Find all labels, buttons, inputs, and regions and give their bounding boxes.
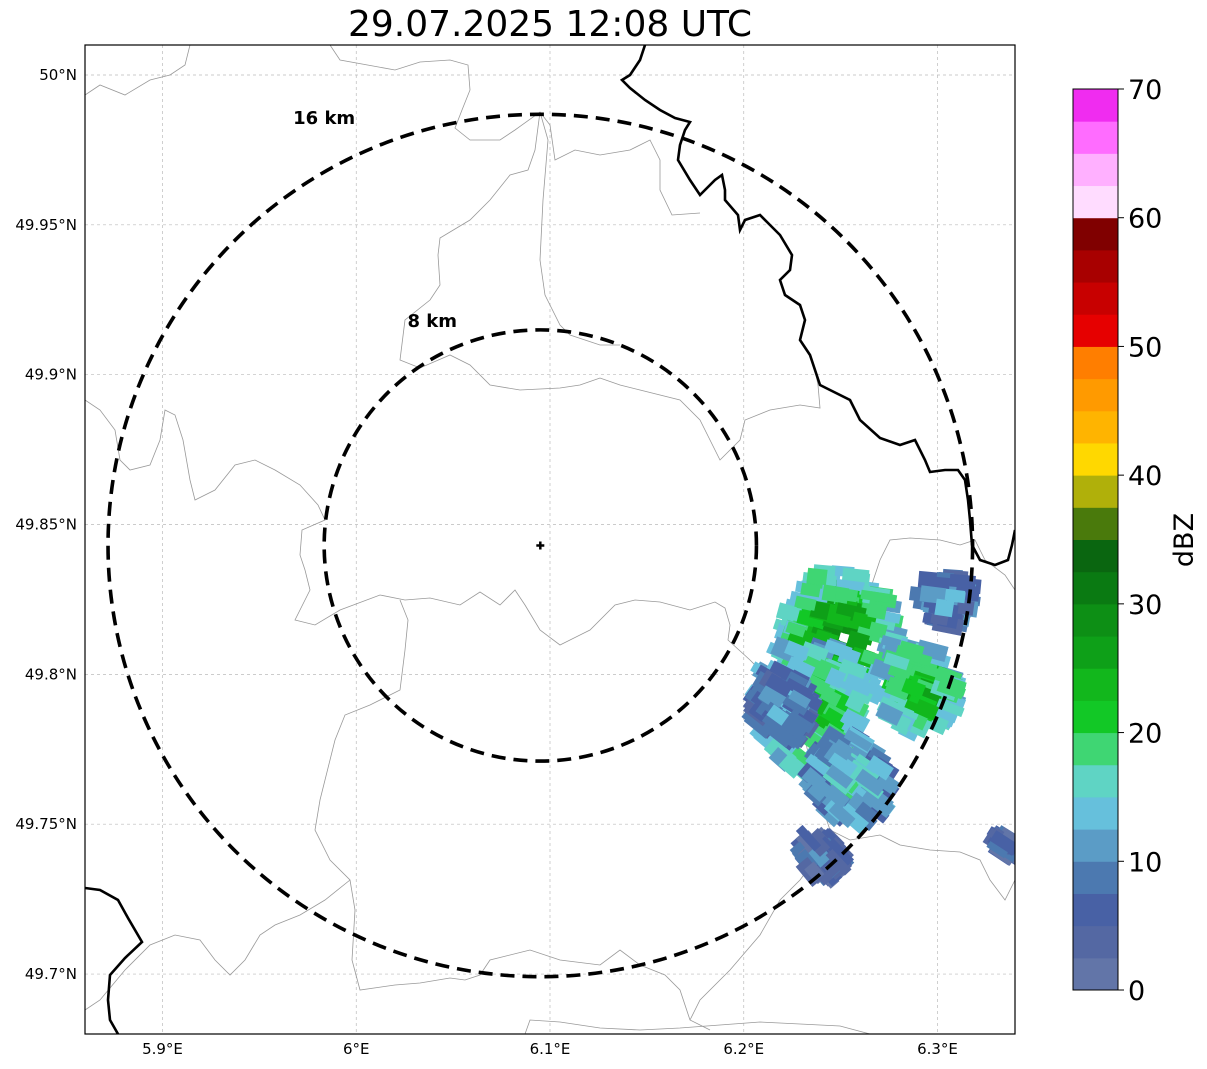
echo-bin: [801, 655, 833, 681]
range-rings: 8 km 16 km: [106, 108, 975, 979]
echo-bin: [825, 838, 855, 867]
echo-bin: [838, 706, 871, 734]
echo-bin: [823, 639, 853, 660]
echo-bin: [883, 652, 910, 671]
echo-bin: [989, 830, 1015, 856]
echo-bin: [901, 678, 926, 699]
lon-tick-label: 6.3°E: [917, 1040, 958, 1058]
municipal-boundary: [85, 399, 751, 661]
range-ring-label: 16 km: [293, 108, 355, 129]
echo-bin: [825, 848, 852, 876]
national-border: [619, 45, 1015, 567]
national-border: [85, 886, 144, 1034]
echo-bin: [831, 738, 855, 761]
echo-bin: [765, 672, 794, 698]
lon-tick-label: 6.2°E: [723, 1040, 764, 1058]
echo-bin: [784, 640, 810, 662]
lat-tick-label: 49.8°N: [25, 665, 77, 683]
echo-bin: [795, 824, 822, 852]
echo-bin: [867, 603, 888, 620]
echo-bin: [824, 667, 847, 689]
echo-bin: [766, 704, 790, 726]
echo-bin: [949, 573, 976, 589]
plot-frame: [84, 44, 1016, 1035]
echo-bin: [875, 771, 901, 796]
echo-bin: [896, 640, 925, 664]
echo-bin: [794, 595, 817, 611]
municipal-boundary: [524, 1019, 871, 1034]
echo-bin: [930, 613, 949, 626]
echo-bin: [843, 729, 873, 752]
range-ring-label: 8 km: [407, 311, 457, 332]
echo-bin: [778, 753, 804, 779]
municipal-boundary: [329, 45, 701, 216]
echo-bin: [865, 755, 894, 781]
plot-title: 29.07.2025 12:08 UTC: [347, 4, 753, 45]
echo-bin: [757, 683, 787, 711]
echo-bin: [843, 673, 874, 697]
echo-bin: [825, 761, 855, 789]
municipal-boundary: [539, 111, 620, 346]
echo-bin: [788, 689, 812, 709]
municipal-boundary: [314, 599, 711, 1031]
echo-bin: [894, 700, 921, 721]
echo-bin: [913, 699, 940, 721]
echo-bin: [809, 600, 833, 621]
echo-bin: [785, 621, 807, 638]
echo-bin: [785, 656, 816, 681]
lat-tick-label: 50°N: [39, 66, 77, 84]
echo-bin: [784, 677, 814, 701]
echo-bin: [769, 720, 795, 745]
echo-bin: [867, 682, 896, 703]
lat-tick-label: 49.7°N: [25, 965, 77, 983]
echo-bin: [807, 781, 829, 802]
echo-bin: [863, 789, 895, 819]
echo-bin: [854, 768, 886, 797]
echo-bin: [839, 658, 868, 680]
boundary-lines: [85, 45, 1015, 1034]
echo-bin: [880, 634, 903, 650]
lon-tick-label: 5.9°E: [142, 1040, 183, 1058]
lat-tick-label: 49.85°N: [15, 516, 77, 534]
radar-site: [536, 541, 545, 550]
lon-tick-label: 6°E: [343, 1040, 370, 1058]
municipal-boundary: [869, 537, 1015, 591]
echo-bin: [800, 582, 821, 598]
lon-tick-label: 6.1°E: [530, 1040, 571, 1058]
echo-bin: [812, 860, 837, 886]
echo-bin: [835, 587, 859, 603]
echo-bin: [800, 641, 829, 663]
echo-bin: [805, 753, 832, 778]
municipal-boundary: [85, 879, 351, 1011]
echo-bin: [772, 662, 793, 682]
echo-bin: [856, 626, 886, 645]
echo-bin: [868, 621, 888, 639]
municipal-boundary: [399, 111, 821, 461]
echo-bin: [828, 750, 858, 777]
map-gridlines: [85, 45, 1015, 1034]
echo-bin: [936, 676, 967, 700]
lat-tick-label: 49.9°N: [25, 366, 77, 384]
echo-bin: [770, 640, 797, 663]
echo-bin: [796, 610, 827, 630]
range-ring-16km: [106, 112, 975, 979]
echo-bin: [844, 692, 866, 713]
echo-bin: [826, 611, 851, 628]
radar-echoes: [741, 564, 1015, 889]
echo-bin: [934, 598, 955, 618]
lat-tick-label: 49.95°N: [15, 216, 77, 234]
echo-bin: [810, 775, 836, 800]
range-ring-8km: [322, 328, 759, 763]
axis-ticks: 5.9°E 6°E 6.1°E 6.2°E 6.3°E 50°N 49.95°N 49.9°N…: [15, 66, 958, 1058]
lat-tick-label: 49.75°N: [15, 815, 77, 833]
echo-bin: [841, 567, 870, 584]
echo-bin: [828, 801, 856, 828]
echo-bin: [956, 599, 975, 616]
echo-bin: [860, 589, 890, 604]
echo-bin: [875, 701, 904, 726]
echo-bin: [806, 567, 828, 586]
municipal-boundary: [85, 45, 191, 96]
